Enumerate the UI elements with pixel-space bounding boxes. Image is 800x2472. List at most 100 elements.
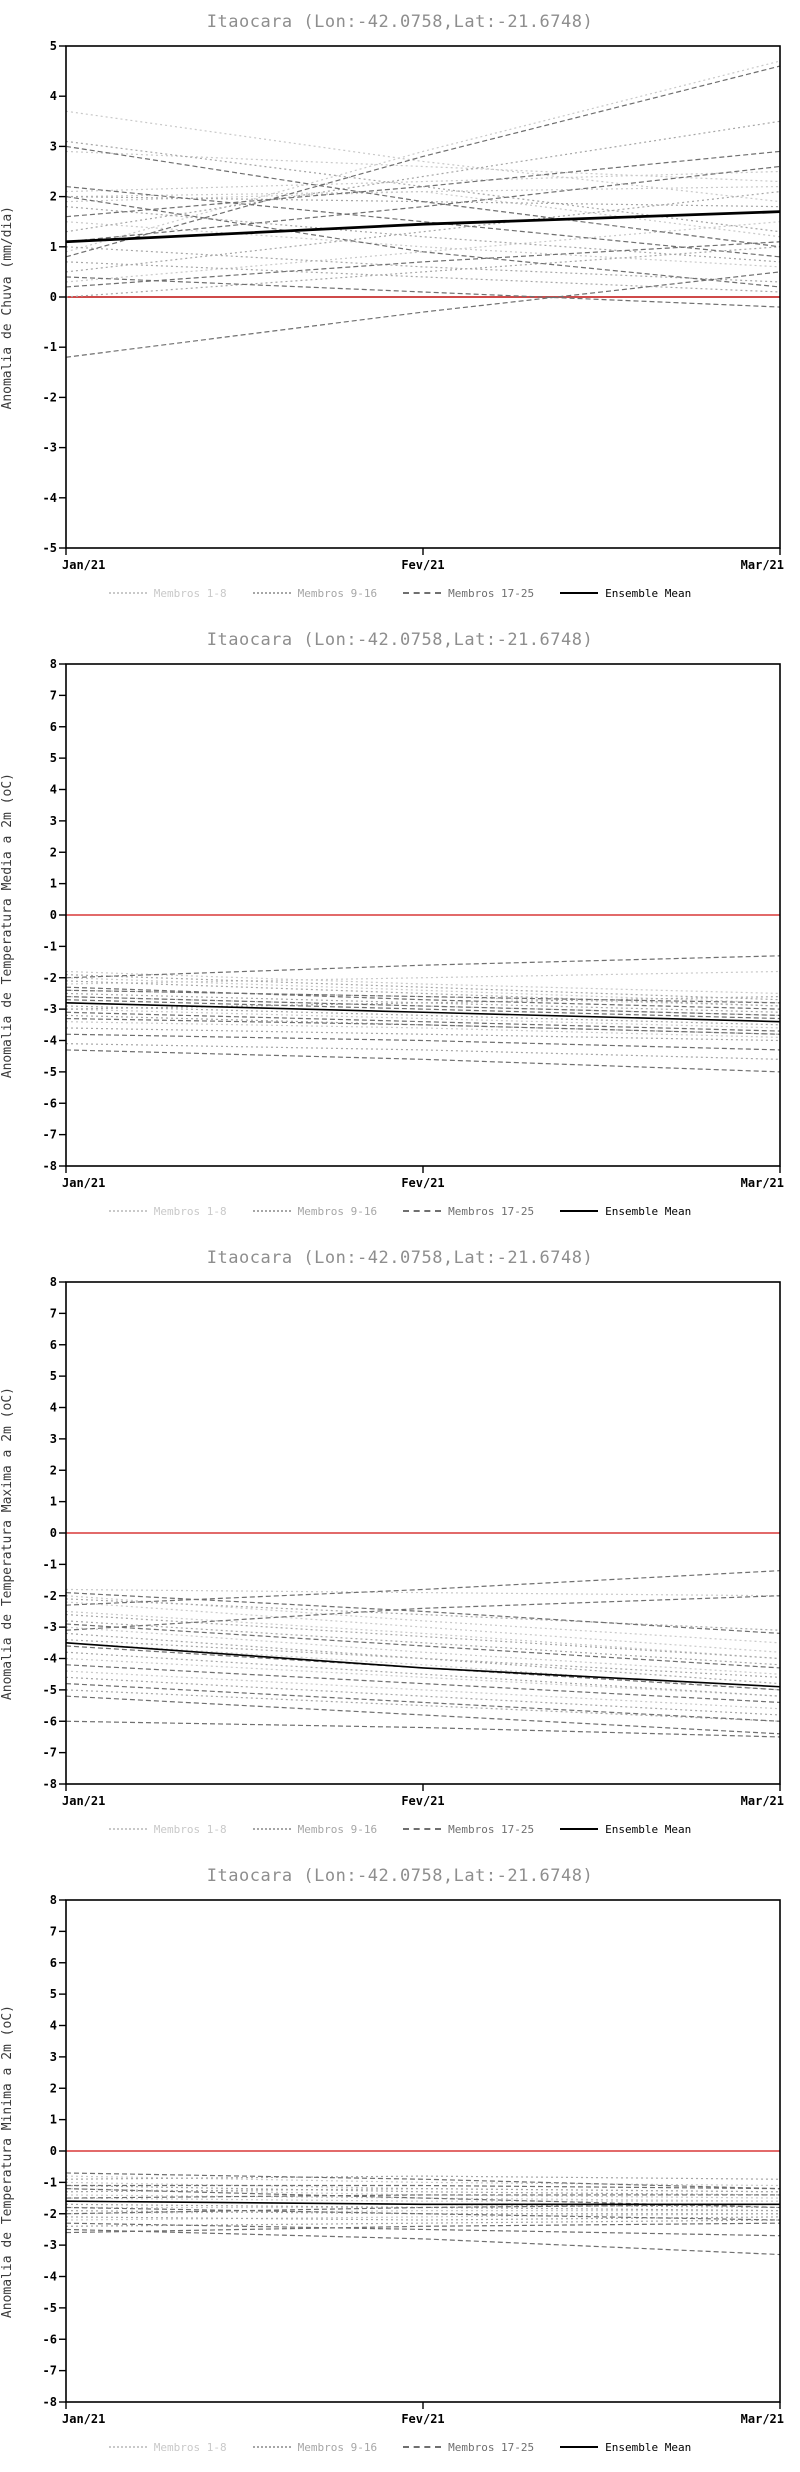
legend-line-sample: [108, 1828, 147, 1830]
svg-text:-8: -8: [43, 2395, 57, 2409]
legend-item: Membros 17-25: [403, 587, 534, 600]
svg-text:0: 0: [50, 1526, 57, 1540]
chart-plot-temp-minima: -8 -7 -6 -5 -4 -3 -2 -1 0 1 2 3 4 5 6 7 8 Jan/21 Fev/21 Mar…: [43, 1893, 784, 2426]
chart-title: Itaocara (Lon:-42.0758,Lat:-21.6748): [206, 12, 594, 32]
svg-text:Jan/21: Jan/21: [62, 2412, 105, 2426]
y-axis-label: Anomalia de Chuva (mm/dia): [0, 206, 15, 410]
svg-text:4: 4: [50, 89, 57, 103]
svg-text:-2: -2: [43, 390, 57, 404]
svg-text:0: 0: [50, 2144, 57, 2158]
legend-line-sample: [403, 1828, 442, 1830]
legend-line-sample: [403, 592, 442, 594]
legend-label: Membros 1-8: [153, 2440, 227, 2454]
svg-text:-5: -5: [43, 1065, 57, 1079]
legend-label: Membros 9-16: [297, 1822, 378, 1836]
legend-line-sample: [560, 2446, 599, 2448]
legend-label: Membros 1-8: [153, 586, 227, 600]
chart-plot-precipitation: -5 -4 -3 -2 -1 0 1 2 3 4 5 Jan/21 Fev/21 Mar/21: [43, 39, 784, 572]
legend-line-sample: [560, 1210, 599, 1212]
svg-text:-1: -1: [43, 340, 57, 354]
svg-text:1: 1: [50, 2113, 57, 2127]
legend: Membros 1-8 Membros 9-16 Membros 17-25 E…: [0, 1816, 800, 1842]
svg-text:-6: -6: [43, 2332, 57, 2346]
legend-line-sample: [252, 1210, 291, 1212]
legend-label: Membros 9-16: [297, 1204, 378, 1218]
legend-line-sample: [403, 1210, 442, 1212]
legend-item: Ensemble Mean: [560, 587, 691, 600]
svg-text:-1: -1: [43, 1557, 57, 1571]
svg-text:0: 0: [50, 908, 57, 922]
svg-text:2: 2: [50, 2081, 57, 2095]
svg-text:Fev/21: Fev/21: [401, 1794, 444, 1808]
chart-panel-precipitation: Itaocara (Lon:-42.0758,Lat:-21.6748) Ano…: [0, 0, 800, 618]
legend-item: Membros 1-8: [108, 1823, 227, 1836]
svg-text:5: 5: [50, 1987, 57, 2001]
svg-text:3: 3: [50, 1432, 57, 1446]
svg-text:Fev/21: Fev/21: [401, 2412, 444, 2426]
svg-text:7: 7: [50, 1306, 57, 1320]
legend-item: Membros 9-16: [252, 586, 378, 600]
legend: Membros 1-8 Membros 9-16 Membros 17-25 E…: [0, 2434, 800, 2460]
svg-text:Jan/21: Jan/21: [62, 1794, 105, 1808]
legend-line-sample: [403, 2446, 442, 2448]
legend-label: Membros 17-25: [448, 2440, 535, 2454]
svg-text:Mar/21: Mar/21: [741, 1794, 784, 1808]
plot-row: Anomalia de Temperatura Media a 2m (oC) …: [0, 656, 800, 1196]
svg-text:-3: -3: [43, 2238, 57, 2252]
legend-item: Membros 9-16: [252, 2441, 377, 2454]
legend-item: Membros 17-25: [403, 1823, 534, 1836]
svg-text:-5: -5: [43, 541, 57, 555]
svg-text:-5: -5: [43, 1683, 57, 1697]
y-axis-label: Anomalia de Temperatura Maxima a 2m (oC): [0, 1387, 15, 1701]
svg-text:Jan/21: Jan/21: [62, 1176, 105, 1190]
svg-text:7: 7: [50, 1924, 57, 1938]
svg-text:-2: -2: [43, 1589, 57, 1603]
svg-text:-7: -7: [43, 1746, 57, 1760]
svg-text:6: 6: [50, 1956, 57, 1970]
svg-text:4: 4: [50, 1401, 57, 1415]
svg-text:-7: -7: [43, 2364, 57, 2378]
legend-item: Membros 9-16: [252, 1204, 378, 1218]
svg-text:2: 2: [50, 1463, 57, 1477]
svg-text:6: 6: [50, 720, 57, 734]
svg-text:8: 8: [50, 1893, 57, 1907]
svg-text:0: 0: [50, 290, 57, 304]
legend-line-sample: [252, 592, 291, 594]
svg-text:Jan/21: Jan/21: [62, 558, 105, 572]
legend-line-sample: [252, 1828, 291, 1830]
svg-text:-8: -8: [43, 1159, 57, 1173]
svg-text:-6: -6: [43, 1096, 57, 1110]
legend-item: Ensemble Mean: [560, 1205, 691, 1218]
svg-text:-2: -2: [43, 971, 57, 985]
legend-label: Membros 9-16: [297, 586, 378, 600]
plot-row: Anomalia de Temperatura Maxima a 2m (oC)…: [0, 1274, 800, 1814]
chart-panel-temp-minima: Itaocara (Lon:-42.0758,Lat:-21.6748) Ano…: [0, 1854, 800, 2472]
svg-text:-2: -2: [43, 2207, 57, 2221]
svg-text:-8: -8: [43, 1777, 57, 1791]
chart-plot-temp-media: -8 -7 -6 -5 -4 -3 -2 -1 0 1 2 3 4 5 6 7 8 Jan/21 Fev/21 Mar…: [43, 657, 784, 1190]
legend-line-sample: [108, 2446, 147, 2448]
svg-text:5: 5: [50, 751, 57, 765]
chart-title: Itaocara (Lon:-42.0758,Lat:-21.6748): [206, 1248, 594, 1268]
svg-text:8: 8: [50, 1275, 57, 1289]
svg-text:4: 4: [50, 2019, 57, 2033]
chart-title: Itaocara (Lon:-42.0758,Lat:-21.6748): [206, 1866, 594, 1886]
svg-text:Mar/21: Mar/21: [741, 558, 784, 572]
legend-label: Ensemble Mean: [605, 1204, 692, 1218]
svg-text:3: 3: [50, 814, 57, 828]
legend-label: Membros 1-8: [153, 1204, 227, 1218]
svg-text:Mar/21: Mar/21: [741, 2412, 784, 2426]
legend-item: Membros 17-25: [403, 2441, 534, 2454]
svg-text:Mar/21: Mar/21: [741, 1176, 784, 1190]
svg-text:2: 2: [50, 845, 57, 859]
plot-row: Anomalia de Chuva (mm/dia) -5 -4 -3 -2 -1 0 1 2…: [0, 38, 800, 578]
svg-text:-1: -1: [43, 939, 57, 953]
svg-text:4: 4: [50, 783, 57, 797]
legend-item: Membros 9-16: [252, 1822, 378, 1836]
chart-plot-temp-maxima: -8 -7 -6 -5 -4 -3 -2 -1 0 1 2 3 4 5 6 7 8 Jan/21 Fev/21 Mar…: [43, 1275, 784, 1808]
legend-item: Ensemble Mean: [560, 2441, 691, 2454]
svg-text:1: 1: [50, 1495, 57, 1509]
svg-text:-1: -1: [43, 2175, 57, 2189]
svg-text:3: 3: [50, 139, 57, 153]
legend-item: Membros 1-8: [108, 2440, 227, 2454]
